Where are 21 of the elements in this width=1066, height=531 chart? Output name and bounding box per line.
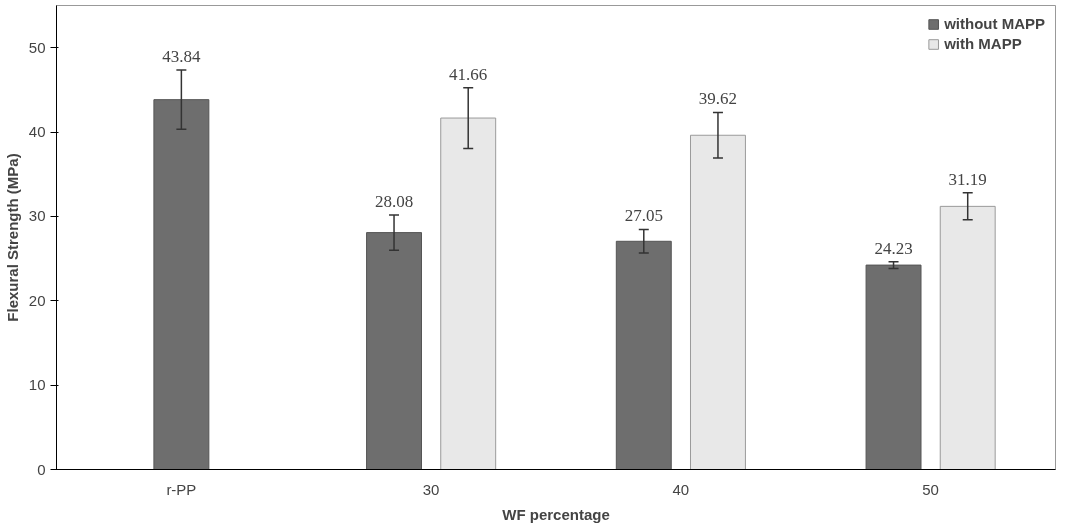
data-label: 31.19	[948, 169, 987, 189]
y-axis-title: Flexural Strength (MPa)	[3, 153, 21, 322]
data-label: 39.62	[698, 89, 738, 109]
x-tick-label: 40	[672, 480, 690, 498]
data-label: 43.84	[162, 47, 201, 67]
x-tick-label: r-PP	[166, 480, 197, 498]
y-tick-label: 10	[28, 376, 46, 394]
y-tick-label: 50	[28, 38, 46, 56]
legend-label: with MAPP	[944, 35, 1022, 52]
x-tick-label: 30	[422, 480, 440, 498]
y-tick-label: 0	[37, 460, 46, 478]
data-label: 28.08	[374, 191, 414, 211]
y-tick-label: 20	[28, 291, 46, 309]
y-tick-label: 40	[28, 123, 46, 141]
data-label: 27.05	[624, 206, 663, 226]
data-label: 24.23	[874, 238, 913, 258]
x-tick-label: 50	[922, 480, 939, 498]
x-axis-title: WF percentage	[502, 505, 610, 523]
y-tick-label: 30	[28, 207, 46, 225]
legend-label: without MAPP	[944, 15, 1045, 32]
data-label: 41.66	[449, 64, 488, 84]
